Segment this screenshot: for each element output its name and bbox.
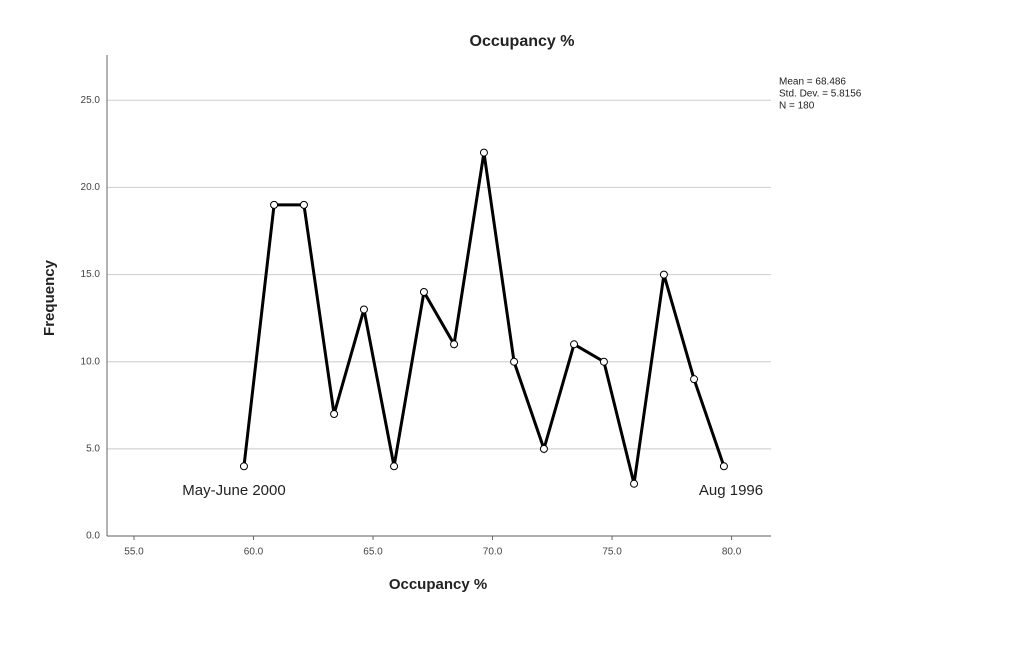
stats-text: N = 180	[779, 101, 815, 112]
point-marker	[510, 357, 519, 366]
point-marker	[539, 444, 548, 453]
annotation: May-June 2000	[182, 482, 285, 499]
y-tick-label: 0.0	[86, 531, 100, 542]
point-marker	[419, 288, 428, 297]
x-tick-label: 60.0	[244, 547, 264, 558]
x-tick-label: 65.0	[363, 547, 383, 558]
x-tick-label: 80.0	[722, 547, 742, 558]
y-tick-label: 10.0	[81, 356, 101, 367]
x-axis-label: Occupancy %	[389, 576, 487, 593]
point-marker	[719, 462, 728, 471]
point-marker	[599, 357, 608, 366]
stats-text: Mean = 68.486	[779, 77, 846, 88]
y-tick-label: 20.0	[81, 182, 101, 193]
y-tick-label: 5.0	[86, 444, 100, 455]
x-tick-label: 75.0	[602, 547, 622, 558]
point-marker	[390, 462, 399, 471]
series-line	[242, 152, 726, 485]
point-marker	[359, 305, 368, 314]
x-tick-label: 70.0	[483, 547, 503, 558]
point-marker	[239, 462, 248, 471]
point-marker	[630, 479, 639, 488]
point-marker	[570, 340, 579, 349]
stats-text: Std. Dev. = 5.8156	[779, 89, 862, 100]
point-marker	[690, 375, 699, 384]
point-marker	[299, 200, 308, 209]
y-tick-label: 15.0	[81, 269, 101, 280]
point-marker	[330, 410, 339, 419]
chart-title: Occupancy %	[470, 33, 575, 50]
point-marker	[479, 148, 488, 157]
point-marker	[659, 270, 668, 279]
annotation: Aug 1996	[699, 482, 763, 499]
y-axis-label: Frequency	[41, 259, 58, 336]
x-tick-label: 55.0	[124, 547, 144, 558]
point-marker	[270, 200, 279, 209]
y-tick-label: 25.0	[81, 95, 101, 106]
point-marker	[450, 340, 459, 349]
